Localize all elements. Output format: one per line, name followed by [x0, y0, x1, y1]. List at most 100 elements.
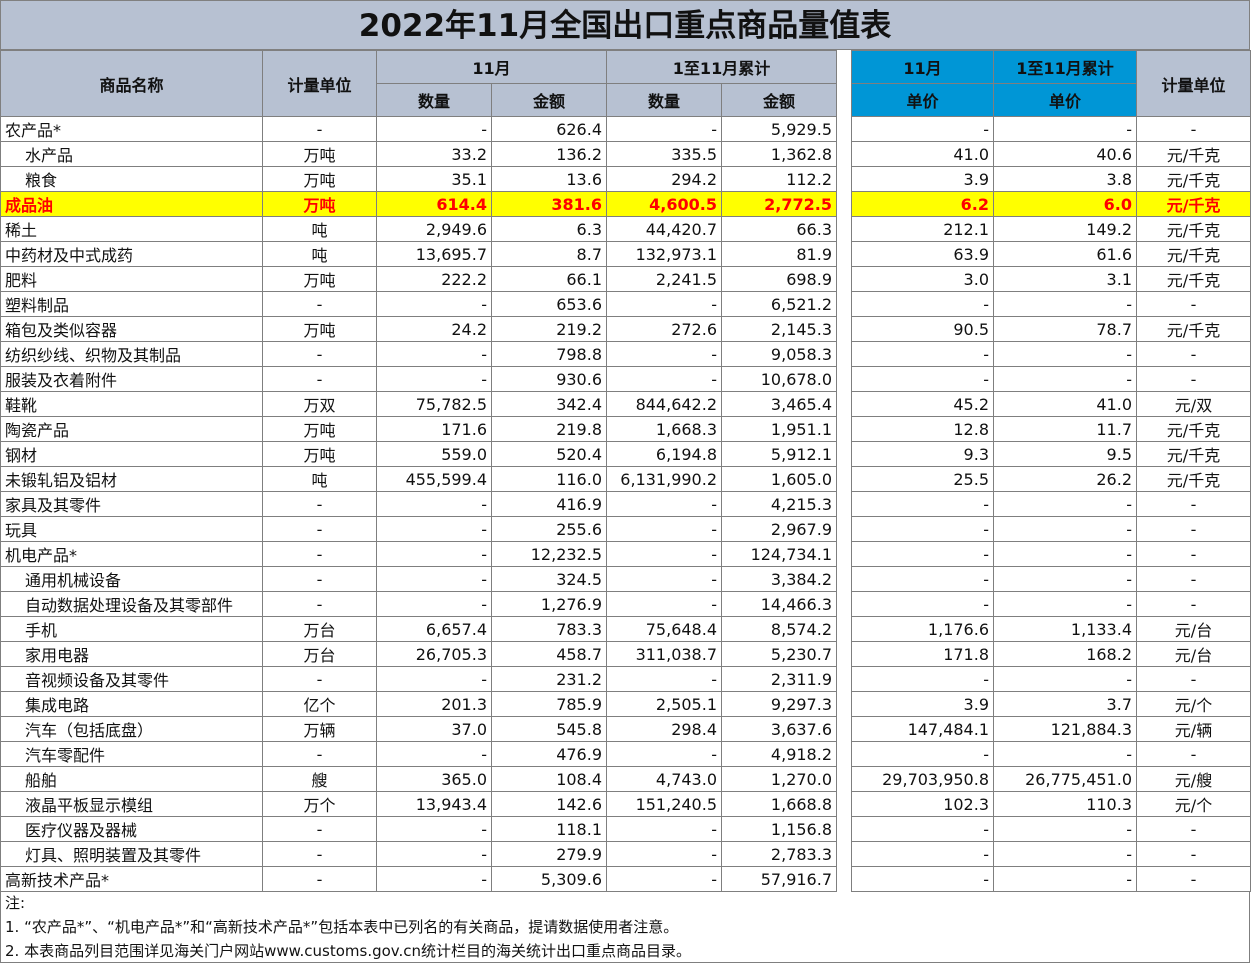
- column-gap: [836, 141, 852, 167]
- cell-unit-price-cumulative: 78.7: [993, 316, 1137, 342]
- cell-unit: 万台: [262, 641, 377, 667]
- table-row: 钢材 万吨 559.0 520.4 6,194.8 5,912.1 9.3 9.5 元/千克: [0, 441, 1251, 467]
- cell-unit: -: [262, 741, 377, 767]
- cell-unit-price-cumulative: 168.2: [993, 641, 1137, 667]
- cell-qty-cumulative: -: [606, 116, 722, 142]
- cell-unit: 万吨: [262, 441, 377, 467]
- table-row: 水产品 万吨 33.2 136.2 335.5 1,362.8 41.0 40.6 元/千克: [0, 141, 1251, 167]
- cell-unit-price-month: -: [851, 666, 994, 692]
- header-price-month: 11月: [851, 50, 994, 84]
- cell-qty-month: 559.0: [376, 441, 492, 467]
- cell-qty-cumulative: 311,038.7: [606, 641, 722, 667]
- column-gap: [836, 166, 852, 192]
- column-gap: [836, 666, 852, 692]
- cell-amount-cumulative: 4,918.2: [721, 741, 837, 767]
- header-unit: 计量单位: [262, 50, 377, 117]
- table-row: 服装及衣着附件 - -930.6-10,678.0- - -: [0, 366, 1251, 392]
- cell-unit-price-month: -: [851, 566, 994, 592]
- cell-unit: 万吨: [262, 191, 377, 217]
- cell-amount-cumulative: 66.3: [721, 216, 837, 242]
- cell-qty-cumulative: -: [606, 491, 722, 517]
- sheet-title: 2022年11月全国出口重点商品量值表: [0, 0, 1250, 50]
- cell-amount-cumulative: 2,783.3: [721, 841, 837, 867]
- cell-qty-month: -: [376, 666, 492, 692]
- cell-amount-month: 12,232.5: [491, 541, 607, 567]
- cell-amount-month: 118.1: [491, 816, 607, 842]
- export-table: 商品名称 计量单位 11月 1至11月累计 11月 1至11月累计 计量单位 数…: [0, 50, 1251, 892]
- cell-unit-price-month: -: [851, 116, 994, 142]
- column-gap: [836, 366, 852, 392]
- cell-unit-price-cumulative: 9.5: [993, 441, 1137, 467]
- cell-amount-cumulative: 1,156.8: [721, 816, 837, 842]
- cell-qty-month: 37.0: [376, 716, 492, 742]
- cell-price-unit: 元/千克: [1136, 191, 1251, 217]
- header-unit-price-cumulative: 单价: [993, 83, 1137, 117]
- cell-qty-cumulative: 44,420.7: [606, 216, 722, 242]
- cell-unit-price-cumulative: 11.7: [993, 416, 1137, 442]
- cell-amount-cumulative: 1,951.1: [721, 416, 837, 442]
- cell-qty-month: 2,949.6: [376, 216, 492, 242]
- cell-name: 粮食: [0, 166, 263, 192]
- cell-amount-month: 798.8: [491, 341, 607, 367]
- table-row: 液晶平板显示模组 万个 13,943.4 142.6 151,240.5 1,668.8 1…: [0, 791, 1251, 817]
- cell-qty-month: -: [376, 291, 492, 317]
- cell-unit-price-cumulative: -: [993, 666, 1137, 692]
- cell-unit-price-month: 29,703,950.8: [851, 766, 994, 792]
- cell-price-unit: -: [1136, 116, 1251, 142]
- cell-unit-price-cumulative: -: [993, 491, 1137, 517]
- column-gap: [836, 316, 852, 342]
- cell-name: 手机: [0, 616, 263, 642]
- cell-qty-cumulative: -: [606, 541, 722, 567]
- cell-price-unit: 元/台: [1136, 641, 1251, 667]
- cell-name: 船舶: [0, 766, 263, 792]
- header-amount-cumulative: 金额: [721, 83, 837, 117]
- cell-name: 箱包及类似容器: [0, 316, 263, 342]
- cell-name: 陶瓷产品: [0, 416, 263, 442]
- cell-qty-month: 455,599.4: [376, 466, 492, 492]
- table-row: 玩具 - -255.6-2,967.9- - -: [0, 516, 1251, 542]
- column-gap: [836, 741, 852, 767]
- cell-qty-month: -: [376, 866, 492, 892]
- cell-name: 机电产品*: [0, 541, 263, 567]
- cell-qty-cumulative: -: [606, 366, 722, 392]
- cell-unit-price-month: -: [851, 516, 994, 542]
- cell-price-unit: 元/千克: [1136, 166, 1251, 192]
- cell-amount-month: 219.8: [491, 416, 607, 442]
- cell-unit: 万吨: [262, 141, 377, 167]
- cell-unit-price-cumulative: 61.6: [993, 241, 1137, 267]
- cell-unit-price-cumulative: -: [993, 866, 1137, 892]
- cell-amount-month: 416.9: [491, 491, 607, 517]
- cell-qty-month: 6,657.4: [376, 616, 492, 642]
- cell-amount-cumulative: 5,230.7: [721, 641, 837, 667]
- cell-unit-price-month: -: [851, 291, 994, 317]
- cell-amount-cumulative: 1,270.0: [721, 766, 837, 792]
- table-row: 稀土吨 2,949.6 6.3 44,420.7 66.3 212.1 149.2 元/千克: [0, 216, 1251, 242]
- column-gap: [836, 191, 852, 217]
- cell-amount-cumulative: 5,929.5: [721, 116, 837, 142]
- column-gap: [836, 341, 852, 367]
- header-unit-price-month: 单价: [851, 83, 994, 117]
- table-row: 塑料制品 - -653.6-6,521.2- - -: [0, 291, 1251, 317]
- column-gap: [836, 866, 852, 892]
- cell-amount-month: 785.9: [491, 691, 607, 717]
- cell-amount-month: 930.6: [491, 366, 607, 392]
- cell-qty-cumulative: 6,131,990.2: [606, 466, 722, 492]
- header-price-unit: 计量单位: [1136, 50, 1251, 117]
- cell-name: 中药材及中式成药: [0, 241, 263, 267]
- cell-name: 高新技术产品*: [0, 866, 263, 892]
- cell-name: 医疗仪器及器械: [0, 816, 263, 842]
- cell-amount-month: 324.5: [491, 566, 607, 592]
- cell-price-unit: -: [1136, 491, 1251, 517]
- cell-unit: 万台: [262, 616, 377, 642]
- table-row: 船舶艘 365.0 108.4 4,743.0 1,270.0 29,703,950.8 2…: [0, 766, 1251, 792]
- cell-amount-month: 783.3: [491, 616, 607, 642]
- cell-amount-month: 219.2: [491, 316, 607, 342]
- cell-qty-month: -: [376, 591, 492, 617]
- header-amount-month: 金额: [491, 83, 607, 117]
- cell-amount-month: 342.4: [491, 391, 607, 417]
- cell-qty-cumulative: -: [606, 816, 722, 842]
- column-gap: [836, 766, 852, 792]
- cell-name: 服装及衣着附件: [0, 366, 263, 392]
- cell-unit-price-cumulative: -: [993, 816, 1137, 842]
- cell-amount-month: 1,276.9: [491, 591, 607, 617]
